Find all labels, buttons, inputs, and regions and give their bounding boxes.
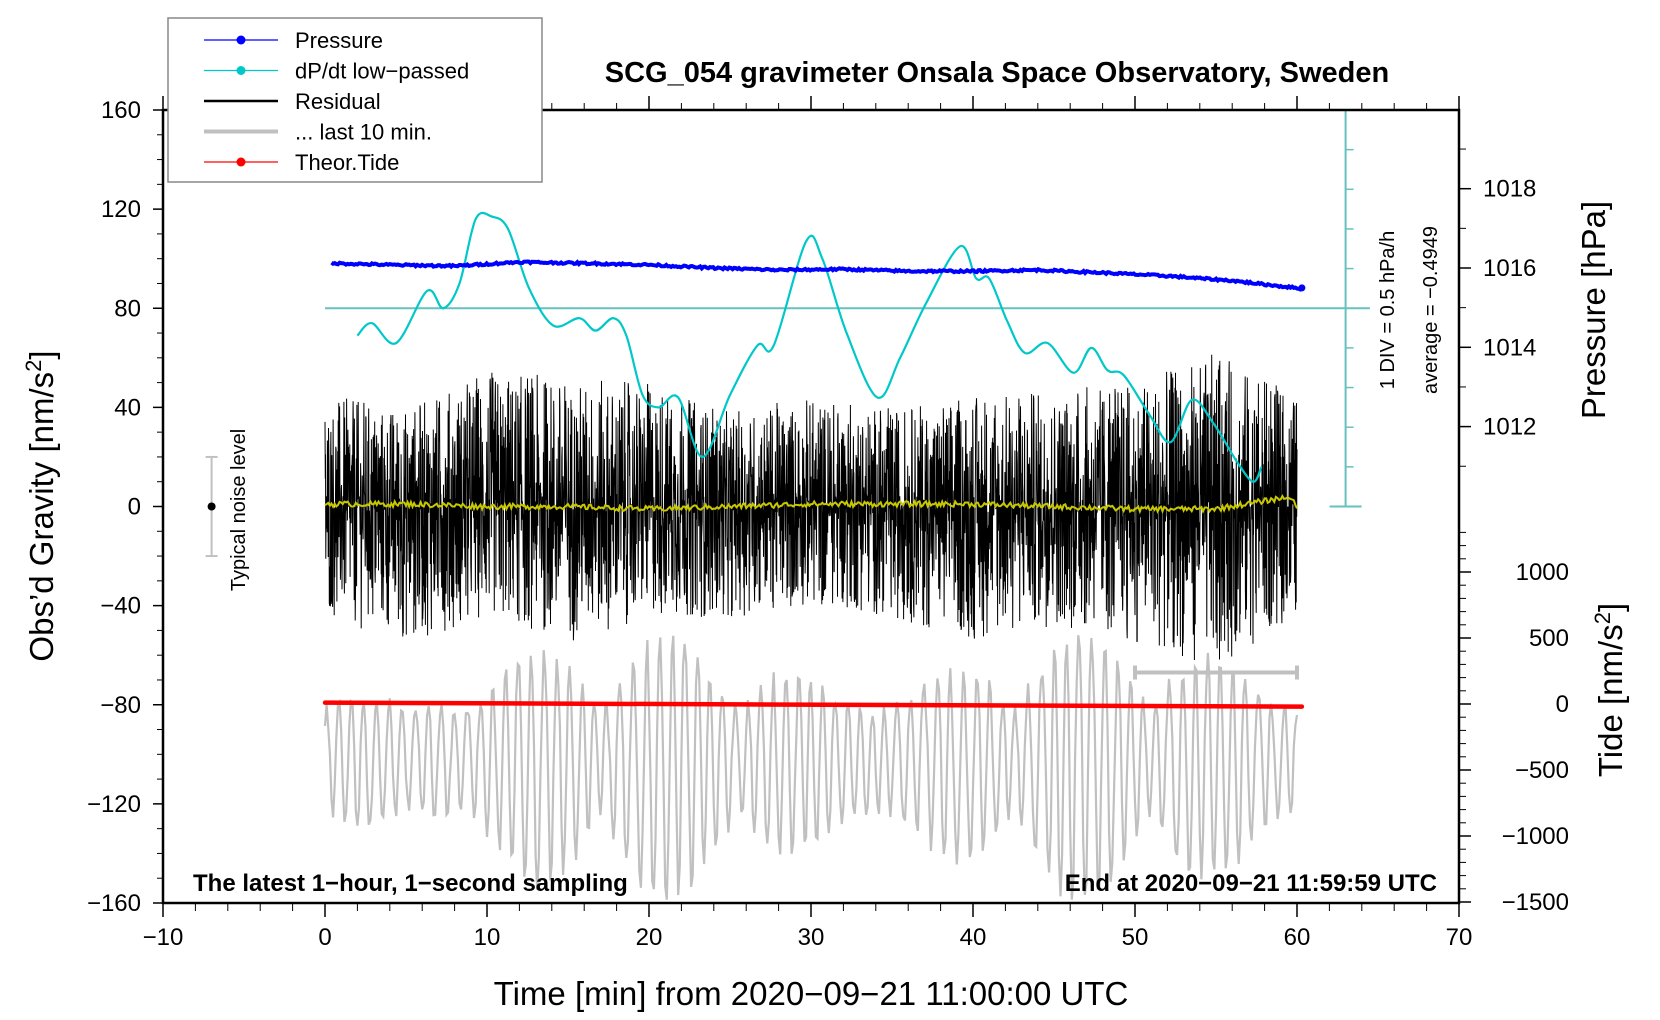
dpdt-div-label: 1 DIV = 0.5 hPa/h	[1377, 231, 1399, 389]
x-tick-label: 30	[798, 924, 825, 951]
noise-level-label: Typical noise level	[228, 429, 250, 591]
last-10-min-line	[323, 635, 1299, 900]
legend-swatch-marker	[236, 157, 246, 167]
legend-swatch-marker	[236, 66, 246, 75]
tide-tick-label: 1000	[1516, 559, 1569, 586]
y-tick-label: −160	[87, 890, 141, 917]
legend-swatch-marker	[236, 35, 246, 45]
x-tick-label: 20	[636, 924, 663, 951]
y-tick-label: −80	[100, 692, 141, 719]
axes-layer: −10 0 10 20 30 40 50 60 70 160 120 80 40 0 −40 −80 −120 −…	[87, 96, 1569, 951]
pressure-tick-label: 1014	[1483, 334, 1536, 361]
pressure-tick-label: 1016	[1483, 255, 1536, 282]
tide-axis-title-text: Tide [nm/s	[1592, 624, 1629, 777]
y-axis-title-tide: Tide [nm/s2]	[1590, 603, 1629, 777]
legend-label: Pressure	[295, 28, 383, 53]
note-end-time: End at 2020−09−21 11:59:59 UTC	[1065, 870, 1437, 897]
y-tick-label: 0	[128, 494, 141, 521]
dpdt-line	[356, 211, 1263, 483]
pressure-end-marker	[1298, 284, 1306, 292]
x-tick-label: −10	[143, 924, 184, 951]
bracket-close: ]	[1592, 603, 1629, 612]
tide-tick-label: −500	[1515, 757, 1569, 784]
tide-tick-label: −1500	[1502, 889, 1569, 916]
legend-label: dP/dt low−passed	[295, 59, 469, 84]
y-tick-label: −120	[87, 791, 141, 818]
x-tick-label: 0	[318, 924, 331, 951]
y-tick-label: 80	[114, 295, 141, 322]
chart-title: SCG_054 gravimeter Onsala Space Observat…	[605, 57, 1389, 89]
y-tick-label: 160	[101, 97, 141, 124]
y-tick-label: −40	[100, 593, 141, 620]
legend: Pressure dP/dt low−passed Residual ... last…	[167, 17, 543, 183]
y-axis-title-pressure: Pressure [hPa]	[1575, 201, 1612, 419]
y-tick-label: 120	[101, 196, 141, 223]
legend-entry: Pressure	[204, 28, 383, 53]
theoretical-tide-line	[322, 700, 1305, 709]
legend-label: Residual	[295, 89, 381, 114]
residual-smoothed-line	[324, 494, 1298, 515]
noise-level-dot	[207, 502, 216, 511]
x-tick-label: 50	[1122, 924, 1149, 951]
pressure-tick-label: 1018	[1483, 176, 1536, 203]
text-layer: SCG_054 gravimeter Onsala Space Observat…	[21, 57, 1629, 1012]
note-sampling: The latest 1−hour, 1−second sampling	[193, 870, 628, 897]
residual-line	[324, 354, 1298, 661]
legend-entry: dP/dt low−passed	[204, 59, 469, 84]
x-tick-label: 40	[960, 924, 987, 951]
dpdt-average-label: average = −0.4949	[1420, 226, 1442, 394]
y-tick-label: 40	[114, 394, 141, 421]
tide-tick-label: −1000	[1502, 823, 1569, 850]
series-layer	[205, 109, 1370, 900]
tide-tick-label: 500	[1529, 625, 1569, 652]
bracket-close: ]	[23, 350, 60, 359]
pressure-tick-label: 1012	[1483, 414, 1536, 441]
legend-entry: Residual	[204, 89, 381, 114]
tide-tick-label: 0	[1556, 691, 1569, 718]
legend-entry: ... last 10 min.	[204, 120, 432, 145]
y-axis-title-gravity: Obs’d Gravity [nm/s2]	[21, 350, 60, 661]
x-tick-label: 60	[1284, 924, 1311, 951]
x-axis-title: Time [min] from 2020−09−21 11:00:00 UTC	[494, 975, 1129, 1012]
y-axis-title-text: Obs’d Gravity [nm/s	[23, 372, 60, 662]
superscript-2: 2	[1590, 612, 1615, 624]
legend-entry: Theor.Tide	[204, 150, 399, 175]
pressure-line	[330, 259, 1304, 292]
x-tick-label: 10	[474, 924, 501, 951]
legend-label: Theor.Tide	[295, 150, 399, 175]
legend-label: ... last 10 min.	[295, 120, 432, 145]
superscript-2: 2	[21, 360, 46, 372]
x-tick-label: 70	[1446, 924, 1473, 951]
